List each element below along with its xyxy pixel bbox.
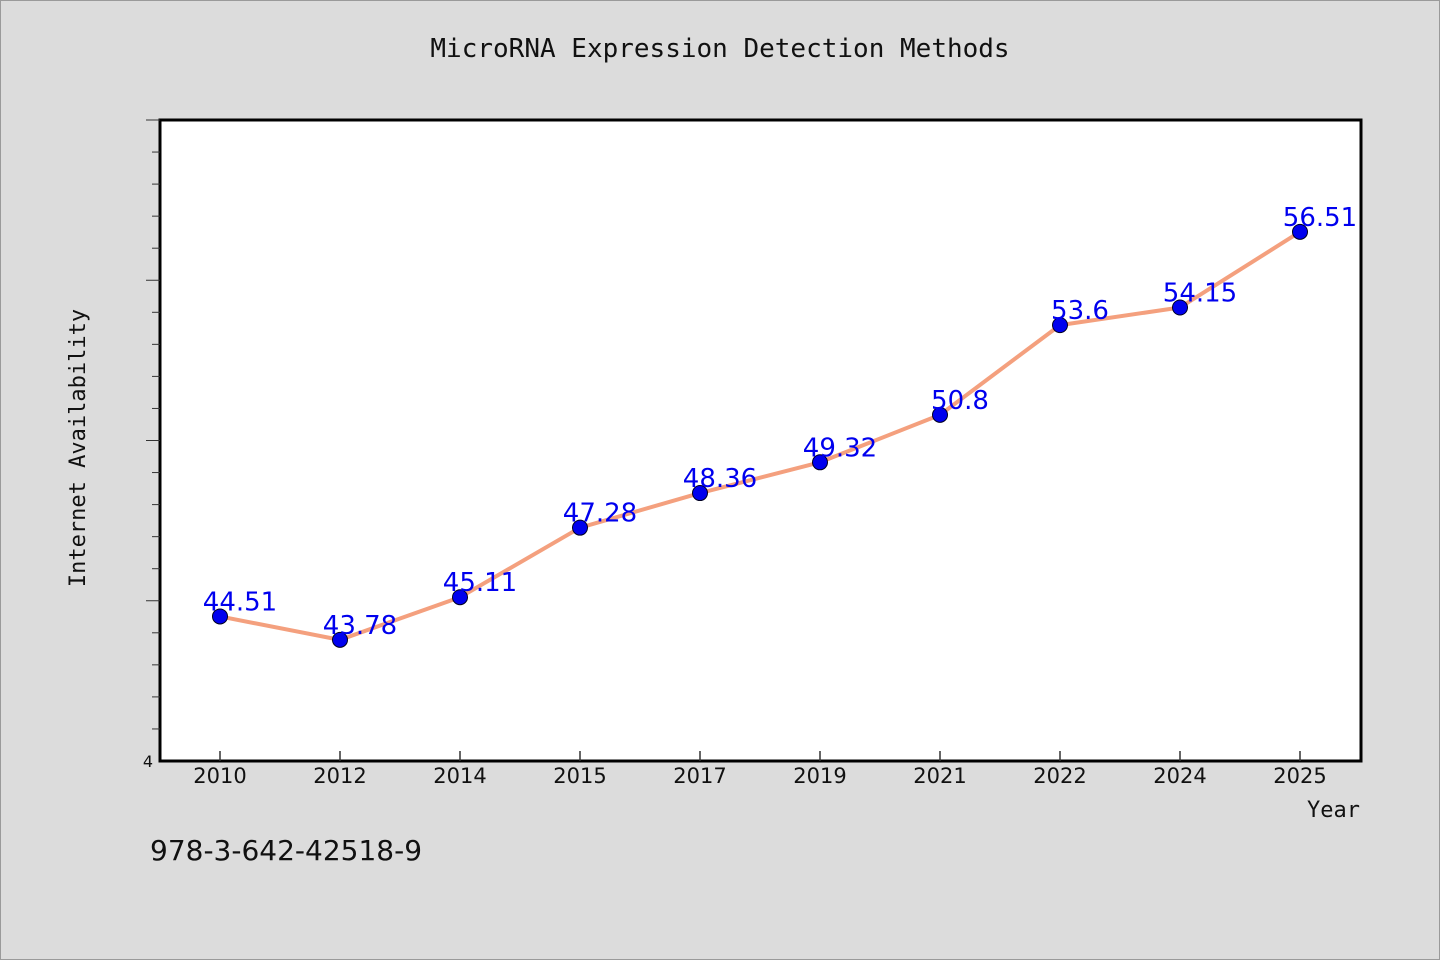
data-label: 56.51 [1283, 203, 1357, 233]
series-line-group [218, 229, 1302, 642]
data-point [1292, 223, 1308, 240]
plot-area [158, 118, 1363, 763]
x-tick-label: 2014 [433, 764, 486, 788]
marker-group [212, 223, 1308, 648]
data-label: 53.6 [1051, 296, 1109, 326]
data-label: 49.32 [803, 433, 877, 463]
x-tick-label: 2010 [193, 764, 246, 788]
chart-title: MicroRNA Expression Detection Methods [430, 34, 1010, 64]
x-tick-label: 2022 [1033, 764, 1086, 788]
x-tick-label: 2015 [553, 764, 606, 788]
data-label: 45.11 [443, 568, 517, 598]
data-point [812, 454, 828, 471]
data-label: 43.78 [323, 611, 397, 641]
x-tick-label: 2017 [673, 764, 726, 788]
data-point [1052, 317, 1068, 334]
x-axis-ticks: 2010 2012 2014 2015 2017 2019 2021 2022 2024 2025 [193, 751, 1327, 788]
data-label-group: 44.51 43.78 45.11 47.28 48.36 49.32 50.8 53.6 54… [203, 203, 1357, 641]
y-axis-label: Internet Availability [66, 309, 91, 587]
data-label: 50.8 [931, 386, 989, 416]
footer-code: 978-3-642-42518-9 [150, 834, 423, 867]
data-point [332, 631, 348, 648]
data-point [1172, 299, 1188, 316]
data-point [932, 406, 948, 423]
data-label: 47.28 [563, 499, 637, 529]
data-label: 54.15 [1163, 278, 1237, 308]
data-point [212, 608, 228, 625]
x-tick-label: 2019 [793, 764, 846, 788]
data-point [452, 589, 468, 606]
y-tick-label: 4 [143, 752, 153, 771]
data-label: 44.51 [203, 587, 277, 617]
data-label: 48.36 [683, 464, 757, 494]
data-point [572, 519, 588, 536]
x-tick-label: 2021 [913, 764, 966, 788]
x-tick-label: 2012 [313, 764, 366, 788]
y-axis-ticks: 4 [143, 119, 160, 771]
data-point [692, 485, 708, 502]
x-tick-label: 2025 [1273, 764, 1326, 788]
x-tick-label: 2024 [1153, 764, 1206, 788]
x-axis-label: Year [1307, 798, 1360, 823]
series-line [218, 229, 1302, 642]
